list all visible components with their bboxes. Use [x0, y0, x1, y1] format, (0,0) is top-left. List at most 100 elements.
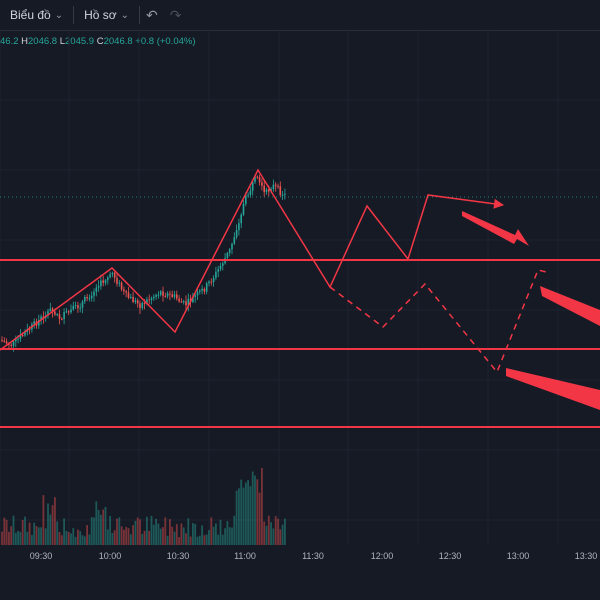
- volume-bar: [54, 497, 56, 545]
- volume-bar: [47, 503, 49, 545]
- volume-bar: [203, 535, 206, 545]
- ohlc-legend: 46.2 H2046.8 L2045.9 C2046.8 +0.8 (+0.04…: [0, 36, 196, 47]
- candle: [231, 242, 233, 255]
- candle: [274, 182, 277, 192]
- volume-bar: [28, 522, 31, 545]
- volume-bar: [26, 531, 29, 545]
- volume-bar: [256, 479, 259, 545]
- volume-bar: [258, 492, 261, 545]
- volume-bar: [24, 516, 26, 545]
- redo-icon[interactable]: ↷: [169, 6, 182, 23]
- candle: [222, 261, 224, 271]
- volume-bar: [235, 490, 238, 545]
- volume-bar: [63, 518, 65, 545]
- candle: [208, 280, 210, 287]
- volume-bar: [217, 534, 220, 545]
- volume-bar: [185, 533, 187, 545]
- volume-bar: [274, 516, 277, 545]
- volume-bar: [67, 531, 70, 545]
- volume-bar: [196, 536, 199, 545]
- volume-bars: [1, 468, 286, 545]
- open-value: 46.2: [0, 36, 19, 47]
- price-chart[interactable]: 09:30 10:00 10:30 11:00 11:30 12:00 12:30 13:00…: [0, 30, 600, 600]
- volume-bar: [226, 521, 229, 545]
- candle: [251, 180, 254, 196]
- volume-bar: [159, 528, 162, 545]
- volume-bar: [111, 532, 114, 545]
- candle: [148, 294, 150, 305]
- low-value: 2045.9: [65, 36, 95, 47]
- time-tick-label: 10:00: [99, 551, 122, 561]
- volume-bar: [146, 516, 148, 545]
- volume-bar: [132, 525, 134, 545]
- volume-bar: [152, 524, 155, 545]
- volume-bar: [166, 535, 169, 545]
- candle: [136, 298, 139, 308]
- volume-bar: [81, 535, 84, 545]
- volume-bar: [83, 536, 86, 545]
- candle: [194, 292, 196, 303]
- time-tick-label: 12:30: [439, 551, 462, 561]
- candle: [74, 301, 77, 309]
- volume-bar: [116, 518, 118, 545]
- candle: [281, 190, 284, 200]
- candle: [187, 293, 190, 312]
- grid: [0, 30, 600, 545]
- volume-bar: [49, 514, 52, 545]
- volume-bar: [35, 526, 38, 545]
- time-axis[interactable]: 09:30 10:00 10:30 11:00 11:30 12:00 12:30 13:00…: [30, 551, 598, 561]
- candle: [240, 212, 242, 229]
- volume-bar: [175, 524, 178, 545]
- arrow[interactable]: [540, 286, 600, 326]
- candle: [93, 288, 95, 302]
- candle: [70, 304, 72, 314]
- volume-bar: [281, 524, 284, 545]
- profile-menu[interactable]: Hồ sơ ⌄: [74, 0, 139, 30]
- volume-bar: [233, 515, 236, 545]
- dashed-projection[interactable]: [329, 269, 547, 374]
- volume-bar: [150, 515, 153, 545]
- candle: [205, 281, 208, 295]
- volume-bar: [182, 527, 185, 545]
- volume-bar: [14, 532, 17, 545]
- time-tick-label: 10:30: [167, 551, 190, 561]
- candle: [141, 301, 144, 311]
- candle: [116, 273, 118, 287]
- candle: [176, 290, 178, 301]
- chart-menu[interactable]: Biểu đồ ⌄: [0, 0, 73, 30]
- volume-bar: [155, 518, 157, 545]
- volume-bar: [279, 529, 282, 545]
- candle: [182, 299, 185, 305]
- volume-bar: [17, 530, 19, 545]
- volume-bar: [136, 517, 139, 545]
- arrow[interactable]: [506, 368, 600, 410]
- volume-bar: [70, 533, 72, 545]
- change-value: +0.8 (+0.04%): [135, 36, 196, 47]
- candle: [1, 336, 3, 343]
- volume-bar: [51, 505, 54, 545]
- high-label: H: [21, 36, 29, 47]
- volume-bar: [251, 471, 254, 545]
- volume-bar: [224, 528, 226, 545]
- candle: [95, 284, 98, 297]
- candle: [256, 175, 259, 180]
- volume-bar: [21, 519, 24, 545]
- volume-bar: [272, 528, 275, 545]
- candle: [139, 300, 141, 314]
- candle: [212, 275, 215, 287]
- volume-bar: [263, 521, 266, 545]
- candle: [150, 296, 153, 305]
- undo-icon[interactable]: ↶: [146, 6, 158, 23]
- volume-bar: [180, 523, 183, 545]
- volume-bar: [77, 529, 79, 545]
- candle: [132, 291, 134, 304]
- candle: [162, 286, 164, 302]
- close-value: 2046.8: [103, 36, 133, 47]
- high-value: 2046.8: [28, 36, 58, 47]
- candle: [120, 281, 123, 292]
- volume-bar: [109, 515, 111, 545]
- volume-bar: [56, 521, 59, 545]
- arrow[interactable]: [462, 211, 529, 246]
- candle: [228, 248, 231, 257]
- toolbar: Biểu đồ ⌄ Hồ sơ ⌄ ↶ ↷: [0, 0, 600, 31]
